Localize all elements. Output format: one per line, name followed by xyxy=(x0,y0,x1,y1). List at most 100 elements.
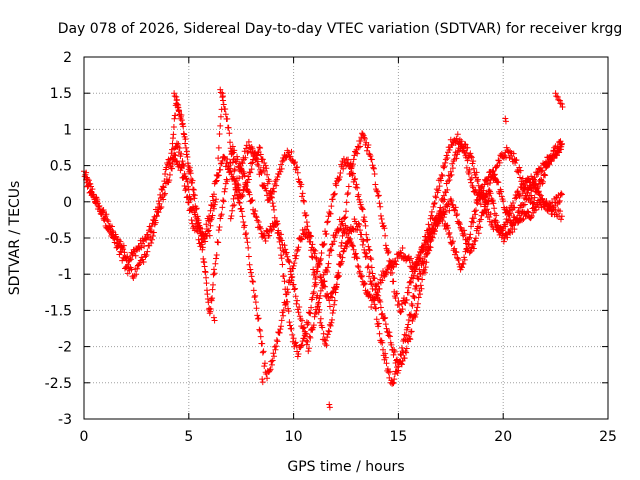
data-point xyxy=(316,306,323,313)
data-point xyxy=(377,304,384,311)
data-point xyxy=(185,186,192,193)
data-point xyxy=(285,149,292,156)
data-point xyxy=(543,198,550,205)
data-point xyxy=(285,258,292,265)
data-point xyxy=(502,118,509,125)
data-point xyxy=(397,351,404,358)
data-point xyxy=(335,177,342,184)
data-point xyxy=(251,151,258,158)
data-point xyxy=(467,231,474,238)
data-point xyxy=(244,239,251,246)
y-tick-label: -2 xyxy=(58,340,72,356)
data-point xyxy=(330,307,337,314)
data-point xyxy=(405,289,412,296)
data-point xyxy=(324,264,331,271)
data-point xyxy=(300,197,307,204)
data-point xyxy=(358,273,365,280)
data-point xyxy=(512,159,519,166)
data-point xyxy=(528,195,535,202)
data-point xyxy=(329,241,336,248)
data-point xyxy=(509,200,516,207)
data-point xyxy=(369,270,376,277)
data-point xyxy=(320,241,327,248)
data-point xyxy=(371,301,378,308)
data-point xyxy=(382,271,389,278)
data-point xyxy=(304,338,311,345)
data-point xyxy=(340,248,347,255)
data-point xyxy=(328,247,335,254)
data-point xyxy=(211,317,218,324)
data-point xyxy=(313,255,320,262)
data-point xyxy=(175,104,182,111)
data-point xyxy=(158,203,165,210)
data-point xyxy=(558,101,565,108)
data-point xyxy=(127,255,134,262)
data-point xyxy=(310,289,317,296)
y-axis-title: SDTVAR / TECUs xyxy=(7,181,23,296)
data-point xyxy=(264,375,271,382)
data-point xyxy=(408,328,415,335)
data-point xyxy=(519,180,526,187)
data-point xyxy=(139,256,146,263)
data-point xyxy=(218,211,225,218)
data-point xyxy=(354,262,361,269)
data-point xyxy=(322,340,329,347)
data-point xyxy=(513,156,520,163)
data-point xyxy=(447,172,454,179)
data-point xyxy=(511,204,518,211)
data-point xyxy=(148,240,155,247)
data-point xyxy=(442,159,449,166)
data-point xyxy=(220,101,227,108)
data-point xyxy=(202,238,209,245)
data-point xyxy=(180,123,187,130)
data-point xyxy=(427,238,434,245)
data-point xyxy=(227,139,234,146)
data-point xyxy=(495,157,502,164)
data-point xyxy=(312,281,319,288)
data-point xyxy=(432,217,439,224)
data-point xyxy=(502,223,509,230)
data-point xyxy=(449,160,456,167)
data-point xyxy=(258,170,265,177)
data-point xyxy=(153,213,160,220)
data-point xyxy=(246,261,253,268)
x-tick-label: 5 xyxy=(184,429,193,445)
data-point xyxy=(252,208,259,215)
data-point xyxy=(441,163,448,170)
data-point xyxy=(142,253,149,260)
data-point xyxy=(446,207,453,214)
data-points xyxy=(81,86,566,411)
data-point xyxy=(287,322,294,329)
data-point xyxy=(461,227,468,234)
data-point xyxy=(377,212,384,219)
data-point xyxy=(475,230,482,237)
data-point xyxy=(235,182,242,189)
data-point xyxy=(261,360,268,367)
data-point xyxy=(90,191,97,198)
data-point xyxy=(269,357,276,364)
data-point xyxy=(166,159,173,166)
data-point xyxy=(143,251,150,258)
data-point xyxy=(289,331,296,338)
data-point xyxy=(421,243,428,250)
data-point xyxy=(220,198,227,205)
data-point xyxy=(401,331,408,338)
data-point xyxy=(242,231,249,238)
data-point xyxy=(550,204,557,211)
data-point xyxy=(378,311,385,318)
data-point xyxy=(399,245,406,252)
data-point xyxy=(259,156,266,163)
data-point xyxy=(521,201,528,208)
data-point xyxy=(305,229,312,236)
data-point xyxy=(317,287,324,294)
data-point xyxy=(247,198,254,205)
data-point xyxy=(465,170,472,177)
data-point xyxy=(231,167,238,174)
data-point xyxy=(249,197,256,204)
data-point xyxy=(326,252,333,259)
data-point xyxy=(270,203,277,210)
data-point xyxy=(215,144,222,151)
data-point xyxy=(343,224,349,231)
data-point xyxy=(356,227,363,234)
data-point xyxy=(286,319,293,326)
